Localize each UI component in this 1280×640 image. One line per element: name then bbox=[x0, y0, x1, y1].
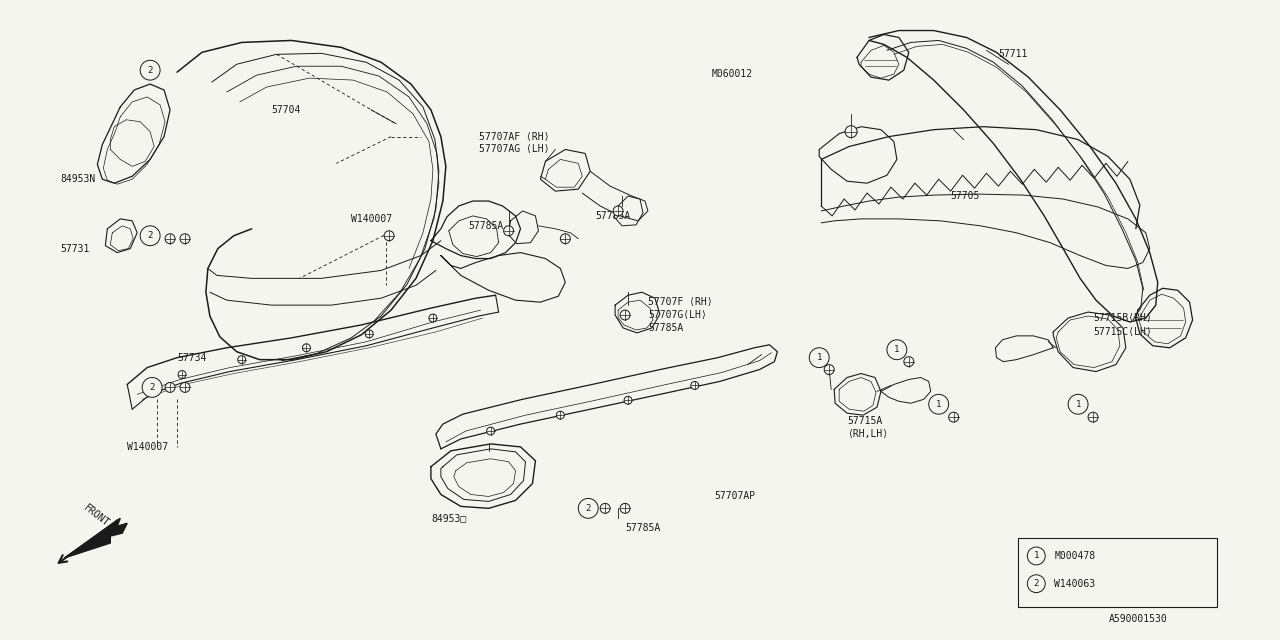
Text: 57707AF ⟨RH⟩: 57707AF ⟨RH⟩ bbox=[479, 132, 549, 141]
Circle shape bbox=[620, 504, 630, 513]
Circle shape bbox=[180, 383, 189, 392]
Circle shape bbox=[824, 365, 835, 374]
Text: A590001530: A590001530 bbox=[1108, 614, 1167, 625]
Text: W140007: W140007 bbox=[351, 214, 393, 224]
Circle shape bbox=[600, 504, 611, 513]
Circle shape bbox=[429, 314, 436, 322]
Text: 57715B⟨RH⟩: 57715B⟨RH⟩ bbox=[1093, 313, 1152, 323]
Text: 1: 1 bbox=[817, 353, 822, 362]
Circle shape bbox=[613, 206, 623, 216]
Circle shape bbox=[625, 396, 632, 404]
Text: 84953N: 84953N bbox=[60, 174, 96, 184]
Text: 1: 1 bbox=[936, 400, 941, 409]
Polygon shape bbox=[64, 518, 127, 558]
Circle shape bbox=[1028, 547, 1046, 565]
Circle shape bbox=[178, 371, 186, 378]
Text: FRONT: FRONT bbox=[82, 502, 110, 529]
Text: 2: 2 bbox=[1033, 579, 1039, 588]
Text: 57707G⟨LH⟩: 57707G⟨LH⟩ bbox=[648, 310, 707, 320]
Text: 84953□: 84953□ bbox=[431, 513, 466, 524]
Circle shape bbox=[141, 226, 160, 246]
Text: 57707AP: 57707AP bbox=[714, 492, 755, 502]
Text: 57785A: 57785A bbox=[595, 211, 631, 221]
Circle shape bbox=[845, 125, 858, 138]
Text: 57707F ⟨RH⟩: 57707F ⟨RH⟩ bbox=[648, 297, 713, 307]
Circle shape bbox=[165, 234, 175, 244]
Text: 57734: 57734 bbox=[177, 353, 206, 363]
Text: 57704: 57704 bbox=[271, 105, 301, 115]
Text: 57785A: 57785A bbox=[648, 323, 684, 333]
Bar bbox=[1019, 538, 1217, 607]
Circle shape bbox=[302, 344, 311, 352]
Text: 2: 2 bbox=[147, 66, 152, 75]
Text: ⟨RH,LH⟩: ⟨RH,LH⟩ bbox=[847, 429, 888, 439]
Text: 57785A: 57785A bbox=[468, 221, 504, 231]
Circle shape bbox=[904, 356, 914, 367]
Text: 2: 2 bbox=[147, 231, 152, 240]
Circle shape bbox=[165, 383, 175, 392]
Text: W140063: W140063 bbox=[1055, 579, 1096, 589]
Text: 57785A: 57785A bbox=[625, 523, 660, 533]
Text: 2: 2 bbox=[585, 504, 591, 513]
Circle shape bbox=[1028, 575, 1046, 593]
Text: 57705: 57705 bbox=[951, 191, 980, 201]
Circle shape bbox=[1068, 394, 1088, 414]
Circle shape bbox=[809, 348, 829, 367]
Circle shape bbox=[579, 499, 598, 518]
Circle shape bbox=[1088, 412, 1098, 422]
Text: 2: 2 bbox=[150, 383, 155, 392]
Circle shape bbox=[557, 412, 564, 419]
Text: M060012: M060012 bbox=[712, 69, 753, 79]
Text: 57715C⟨LH⟩: 57715C⟨LH⟩ bbox=[1093, 327, 1152, 337]
Circle shape bbox=[620, 310, 630, 320]
Circle shape bbox=[929, 394, 948, 414]
Text: W140007: W140007 bbox=[127, 442, 169, 452]
Text: 57715A: 57715A bbox=[847, 416, 882, 426]
Circle shape bbox=[142, 378, 163, 397]
Circle shape bbox=[486, 427, 494, 435]
Text: 1: 1 bbox=[1033, 552, 1039, 561]
Text: 57711: 57711 bbox=[998, 49, 1028, 60]
Circle shape bbox=[887, 340, 906, 360]
Circle shape bbox=[365, 330, 374, 338]
Circle shape bbox=[561, 234, 571, 244]
Circle shape bbox=[503, 226, 513, 236]
Text: 57707AG ⟨LH⟩: 57707AG ⟨LH⟩ bbox=[479, 145, 549, 154]
Circle shape bbox=[180, 234, 189, 244]
Circle shape bbox=[238, 356, 246, 364]
Circle shape bbox=[384, 231, 394, 241]
Circle shape bbox=[141, 60, 160, 80]
Circle shape bbox=[948, 412, 959, 422]
Text: 1: 1 bbox=[895, 345, 900, 354]
Text: 57731: 57731 bbox=[60, 244, 90, 253]
Text: M000478: M000478 bbox=[1055, 551, 1096, 561]
Circle shape bbox=[691, 381, 699, 389]
Text: 1: 1 bbox=[1075, 400, 1080, 409]
